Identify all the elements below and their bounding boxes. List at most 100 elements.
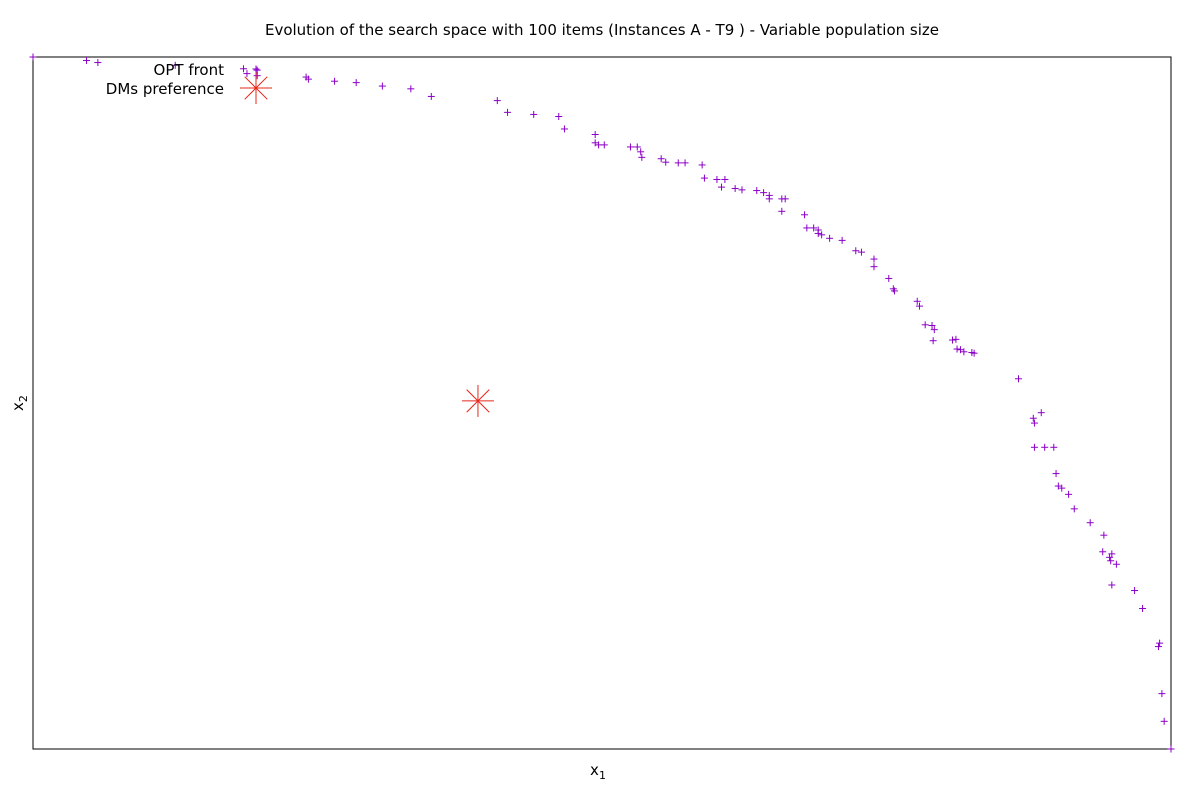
opt-front-point	[700, 174, 708, 182]
opt-front-point	[304, 75, 312, 83]
y-axis-label-sub: 2	[17, 395, 30, 402]
opt-front-point	[731, 184, 739, 192]
opt-front-point	[810, 224, 818, 232]
opt-front-point	[504, 108, 512, 116]
opt-front-point	[921, 321, 929, 329]
opt-front-point	[721, 175, 729, 183]
opt-front-point	[1106, 553, 1114, 561]
opt-front-point	[1029, 414, 1037, 422]
opt-front-point	[1112, 560, 1120, 568]
opt-front-point	[1139, 605, 1147, 613]
opt-front-point	[1167, 745, 1175, 753]
opt-front-point	[778, 207, 786, 215]
opt-front-point	[818, 231, 826, 239]
opt-front-point	[870, 263, 878, 271]
opt-front-point	[331, 77, 339, 85]
opt-front-point	[1030, 419, 1038, 427]
opt-front-point	[928, 321, 936, 329]
opt-front-point	[929, 337, 937, 345]
y-axis-label-main: x	[9, 402, 27, 411]
opt-front-point	[662, 158, 670, 166]
opt-front-point	[890, 287, 898, 295]
opt-front-point	[94, 59, 102, 67]
opt-front-point	[1131, 587, 1139, 595]
chart-title: Evolution of the search space with 100 i…	[265, 21, 939, 39]
opt-front-point	[1156, 639, 1164, 647]
opt-front-point	[760, 189, 768, 197]
opt-front-point	[240, 65, 248, 73]
opt-front-point	[713, 175, 721, 183]
opt-front-point	[1154, 643, 1162, 651]
x-axis-label-main: x	[590, 761, 599, 779]
opt-front-point	[781, 195, 789, 203]
opt-front-point	[1086, 519, 1094, 527]
opt-front-point	[717, 183, 725, 191]
opt-front-point	[913, 297, 921, 305]
legend-label-opt-front: OPT front	[154, 61, 225, 79]
points-layer	[29, 53, 1175, 753]
opt-front-point	[1041, 443, 1049, 451]
x-axis-label: x1	[590, 761, 606, 782]
dm-preference-point	[461, 384, 494, 417]
opt-front-point	[555, 113, 563, 121]
opt-front-point	[1100, 531, 1108, 539]
opt-front-point	[1158, 690, 1166, 698]
opt-front-point	[1058, 484, 1066, 492]
opt-front-point	[852, 247, 860, 255]
opt-front-point	[952, 335, 960, 343]
opt-front-point	[681, 159, 689, 167]
opt-front-point	[801, 211, 809, 219]
opt-front-point	[626, 143, 634, 151]
opt-front-point	[970, 349, 978, 357]
opt-front-point	[1108, 581, 1116, 589]
opt-front-point	[493, 97, 501, 105]
opt-front-point	[753, 187, 761, 195]
opt-front-point	[1037, 409, 1045, 417]
opt-front-point	[838, 236, 846, 244]
opt-front-point	[657, 155, 665, 163]
opt-front-point	[949, 336, 957, 344]
plot-frame	[32, 56, 1172, 750]
opt-front-point	[591, 131, 599, 139]
opt-front-point	[29, 53, 37, 61]
legend-marker-star	[240, 72, 272, 104]
opt-front-point	[960, 348, 968, 356]
opt-front-point	[600, 141, 608, 149]
opt-front-point	[1099, 548, 1107, 556]
opt-front-point	[826, 234, 834, 242]
opt-front-point	[885, 274, 893, 282]
opt-front-point	[530, 110, 538, 118]
opt-front-point	[765, 195, 773, 203]
opt-front-point	[407, 85, 415, 93]
opt-front-point	[171, 61, 179, 69]
opt-front-point	[1107, 557, 1115, 565]
opt-front-point	[814, 229, 822, 237]
legend-marker-plus	[252, 65, 260, 73]
opt-front-point	[1015, 375, 1023, 383]
opt-front-point	[1050, 443, 1058, 451]
opt-front-point	[1052, 470, 1060, 478]
opt-front-point	[638, 153, 646, 161]
x-axis-label-sub: 1	[599, 769, 606, 782]
legend: OPT front DMs preference	[106, 61, 272, 104]
opt-front-point	[870, 255, 878, 263]
y-axis-label: x2	[9, 395, 30, 411]
opt-front-point	[378, 82, 386, 90]
opt-front-point	[698, 161, 706, 169]
opt-front-point	[930, 326, 938, 334]
opt-front-point	[953, 345, 961, 353]
opt-front-point	[916, 302, 924, 310]
opt-front-point	[637, 148, 645, 156]
opt-front-point	[674, 159, 682, 167]
opt-front-point	[633, 143, 641, 151]
opt-front-point	[1030, 443, 1038, 451]
opt-front-point	[803, 224, 811, 232]
opt-front-point	[560, 125, 568, 133]
opt-front-point	[243, 70, 251, 78]
opt-front-point	[1160, 717, 1168, 725]
opt-front-point	[427, 92, 435, 100]
opt-front-point	[352, 79, 360, 87]
opt-front-point	[738, 186, 746, 194]
